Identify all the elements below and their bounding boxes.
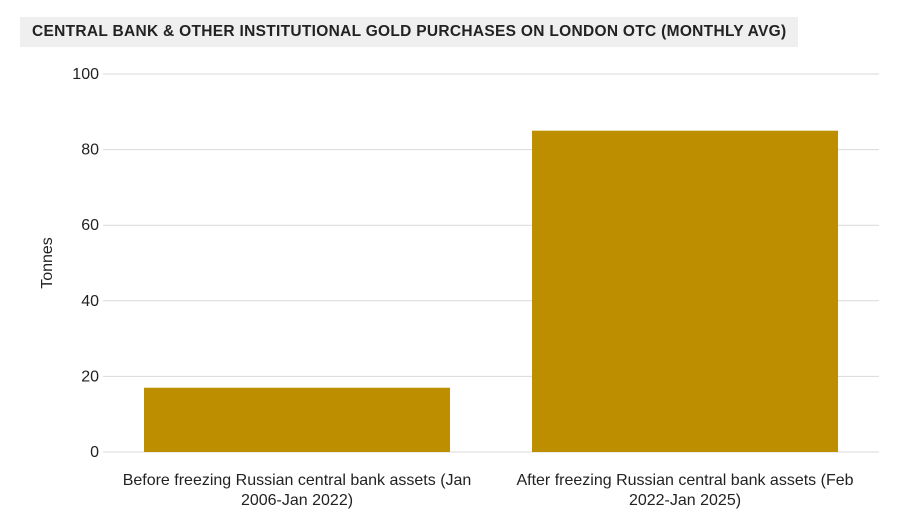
x-category-label: Before freezing Russian central bank ass…: [123, 472, 472, 509]
bars: [144, 130, 838, 452]
y-axis-title: Tonnes: [39, 237, 56, 289]
x-axis-category-labels: Before freezing Russian central bank ass…: [123, 472, 854, 509]
y-tick-label: 20: [81, 368, 99, 385]
y-tick-label: 0: [90, 444, 99, 461]
chart-title: CENTRAL BANK & OTHER INSTITUTIONAL GOLD …: [20, 17, 799, 47]
bar: [532, 130, 838, 452]
y-tick-label: 40: [81, 293, 99, 310]
y-tick-label: 80: [81, 142, 99, 159]
y-tick-label: 100: [72, 66, 99, 83]
y-axis-tick-labels: 0 20 40 60 80 100: [72, 66, 99, 461]
y-tick-label: 60: [81, 217, 99, 234]
bar: [144, 387, 450, 452]
x-category-label: After freezing Russian central bank asse…: [516, 472, 853, 509]
